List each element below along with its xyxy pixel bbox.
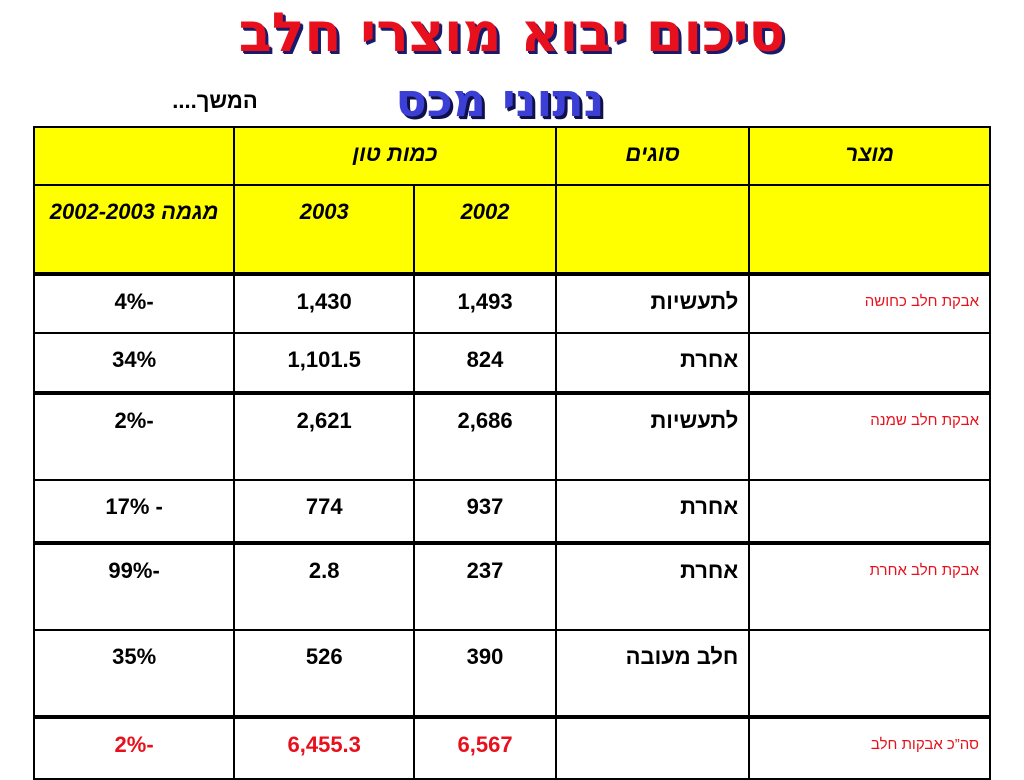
cell-trend: -4% <box>32 273 236 334</box>
cell-2002: 937 <box>413 479 557 544</box>
cell-product <box>748 332 991 394</box>
cell-2003: 1,101.5 <box>233 332 416 394</box>
cell-product <box>748 479 991 544</box>
header-year-2002: 2002 <box>413 184 557 275</box>
page-subtitle: נתוני מכס <box>395 73 605 127</box>
cell-product: אבקת חלב אחרת <box>748 542 991 631</box>
cell-trend: 35% <box>32 629 236 718</box>
cell-trend: -2% <box>32 392 236 481</box>
cell-type: אחרת <box>554 332 751 394</box>
cell-product <box>748 629 991 718</box>
header-product: מוצר <box>748 126 991 186</box>
cell-2003: 2,621 <box>233 392 416 481</box>
header-trend: מגמה 2002-2003 <box>32 184 236 275</box>
cell-type: לתעשיות <box>554 392 751 481</box>
table-row-total: סה”כ אבקות חלב 6,567 6,455.3 -2% <box>32 716 991 780</box>
cell-2003: 2.8 <box>233 542 416 631</box>
table-row: אבקת חלב כחושה לתעשיות 1,493 1,430 -4% <box>32 273 991 334</box>
cell-2003: 526 <box>233 629 416 718</box>
cell-type: חלב מעובה <box>554 629 751 718</box>
cell-2002: 1,493 <box>413 273 557 334</box>
header-empty <box>32 126 236 186</box>
cell-2003: 774 <box>233 479 416 544</box>
cell-2002: 824 <box>413 332 557 394</box>
cell-product: אבקת חלב שמנה <box>748 392 991 481</box>
cell-product: אבקת חלב כחושה <box>748 273 991 334</box>
cell-2002-total: 6,567 <box>413 716 557 780</box>
cell-type: אחרת <box>554 542 751 631</box>
table-header-row: מוצר סוגים כמות טון <box>32 126 991 186</box>
cell-2002: 2,686 <box>413 392 557 481</box>
table-row: אבקת חלב אחרת אחרת 237 2.8 -99% <box>32 542 991 631</box>
cell-2002: 237 <box>413 542 557 631</box>
table-row: אחרת 937 774 - 17% <box>32 479 991 544</box>
cell-2003-total: 6,455.3 <box>233 716 416 780</box>
header-types: סוגים <box>554 126 751 186</box>
continued-label: המשך.... <box>172 88 258 113</box>
import-summary-table: מוצר סוגים כמות טון 2002 2003 מגמה 2002-… <box>32 126 991 780</box>
header-year-2003: 2003 <box>233 184 416 275</box>
cell-2003: 1,430 <box>233 273 416 334</box>
table-row: חלב מעובה 390 526 35% <box>32 629 991 718</box>
cell-trend: -99% <box>32 542 236 631</box>
page-title: סיכום יבוא מוצרי חלב <box>238 1 786 64</box>
cell-type: לתעשיות <box>554 273 751 334</box>
table-subheader-row: 2002 2003 מגמה 2002-2003 <box>32 184 991 275</box>
header-quantity-ton: כמות טון <box>233 126 557 186</box>
table-row: אבקת חלב שמנה לתעשיות 2,686 2,621 -2% <box>32 392 991 481</box>
cell-type: אחרת <box>554 479 751 544</box>
table-row: אחרת 824 1,101.5 34% <box>32 332 991 394</box>
subheader-empty-product <box>748 184 991 275</box>
cell-product-total: סה”כ אבקות חלב <box>748 716 991 780</box>
subheader-empty-types <box>554 184 751 275</box>
cell-type <box>554 716 751 780</box>
cell-trend: - 17% <box>32 479 236 544</box>
cell-trend: 34% <box>32 332 236 394</box>
cell-2002: 390 <box>413 629 557 718</box>
cell-trend-total: -2% <box>32 716 236 780</box>
